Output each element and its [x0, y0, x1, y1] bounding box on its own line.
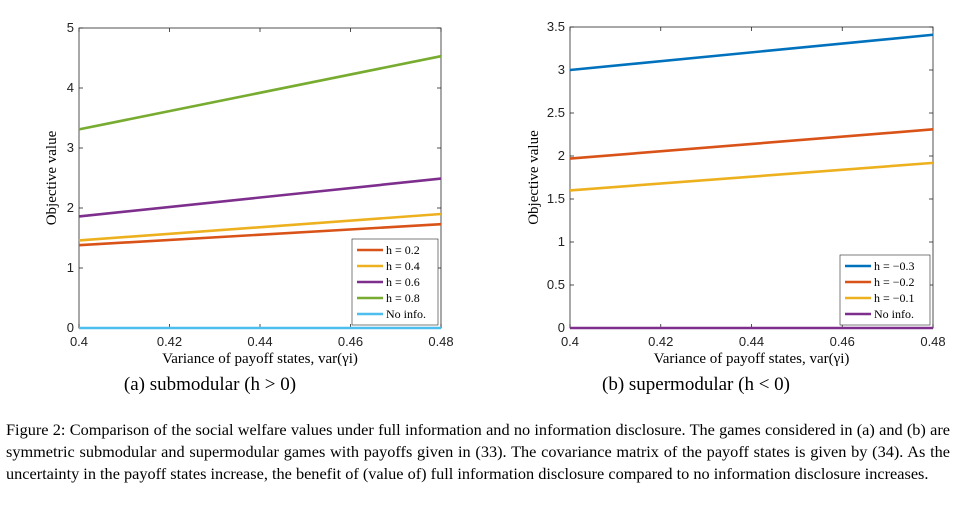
- y-axis-title: Objective value: [44, 130, 60, 225]
- x-axis-title: Variance of payoff states, var(γi): [654, 351, 850, 367]
- x-tick-label: 0.46: [830, 334, 855, 349]
- y-tick-label: 2: [558, 148, 565, 163]
- legend-label-4: h = 0.8: [386, 291, 420, 305]
- series-line-3: [569, 161, 934, 192]
- legend-label-4: No info.: [874, 307, 914, 321]
- series-line-1: [569, 33, 934, 72]
- subcaption-b: (b) supermodular (h < 0): [602, 374, 790, 395]
- series-line-2: [78, 212, 442, 242]
- y-tick-label: 1: [558, 234, 565, 249]
- y-axis-title: Objective value: [526, 130, 542, 225]
- x-tick-label: 0.44: [739, 334, 764, 349]
- x-tick-label: 0.46: [338, 334, 363, 349]
- x-tick-label: 0.44: [247, 334, 272, 349]
- subcaption-a: (a) submodular (h > 0): [123, 374, 297, 395]
- y-tick-label: 3: [558, 62, 565, 77]
- series-line-2: [569, 128, 934, 160]
- series-line-3: [78, 177, 442, 218]
- legend-label-1: h = 0.2: [386, 243, 420, 257]
- x-axis-title: Variance of payoff states, var(γi): [162, 351, 358, 367]
- y-tick-label: 4: [67, 80, 74, 95]
- x-tick-label: 0.4: [561, 334, 579, 349]
- legend-label-5: No info.: [386, 307, 426, 321]
- y-tick-label: 0: [558, 320, 565, 335]
- legend-label-1: h = −0.3: [874, 259, 915, 273]
- x-tick-label: 0.42: [157, 334, 182, 349]
- legend-label-3: h = 0.6: [386, 275, 420, 289]
- y-tick-label: 2: [67, 200, 74, 215]
- series-line-4: [78, 54, 442, 131]
- legend-label-3: h = −0.1: [874, 291, 915, 305]
- legend-label-2: h = 0.4: [386, 259, 420, 273]
- y-tick-label: 0.5: [547, 277, 565, 292]
- y-tick-label: 0: [67, 320, 74, 335]
- x-tick-label: 0.4: [70, 334, 88, 349]
- legend-label-2: h = −0.2: [874, 275, 915, 289]
- series-line-1: [78, 222, 442, 247]
- y-tick-label: 5: [67, 20, 74, 35]
- y-tick-label: 3: [67, 140, 74, 155]
- y-tick-label: 1: [67, 260, 74, 275]
- y-tick-label: 2.5: [547, 105, 565, 120]
- figure-caption: Figure 2: Comparison of the social welfa…: [6, 420, 950, 483]
- chart-supermodular: 0.4 0.42 0.44 0.46 0.48 0 0.5 1 1.5 2 2.5 3 3.5 Varia…: [526, 19, 946, 367]
- x-tick-label: 0.42: [648, 334, 673, 349]
- x-tick-label: 0.48: [920, 334, 945, 349]
- x-tick-label: 0.48: [428, 334, 453, 349]
- y-tick-label: 1.5: [547, 191, 565, 206]
- y-tick-label: 3.5: [547, 19, 565, 34]
- chart-submodular: 0.4 0.42 0.44 0.46 0.48 0 1 2 3 4 5 Variance of pay…: [44, 20, 454, 367]
